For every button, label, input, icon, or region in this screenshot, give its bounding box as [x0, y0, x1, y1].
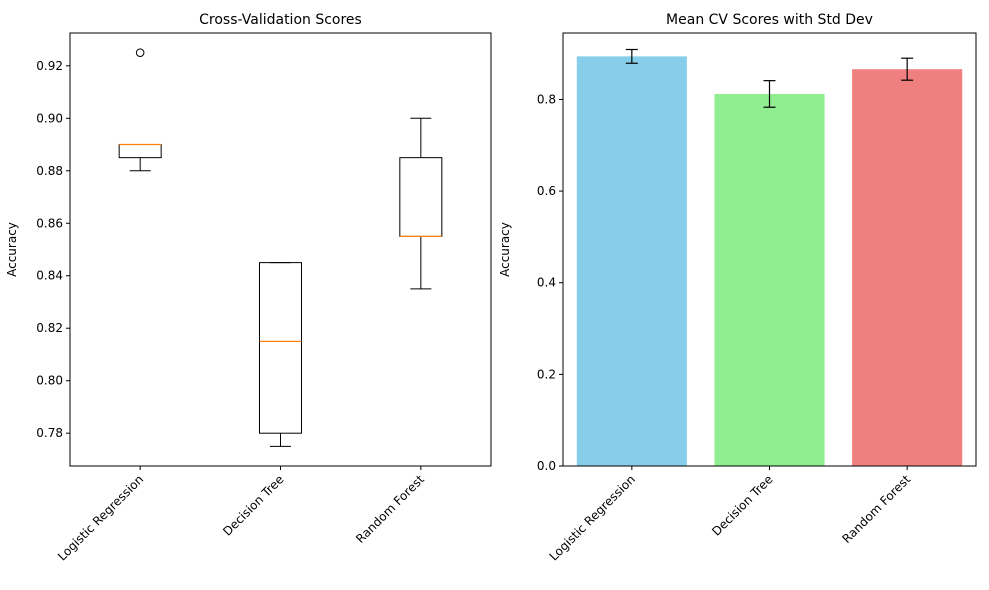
chart-title: Cross-Validation Scores [199, 12, 362, 28]
y-axis-label: Accuracy [5, 222, 19, 277]
box-group [399, 117, 443, 290]
y-tick-label: 0.8 [537, 92, 556, 106]
bar [852, 69, 963, 467]
y-tick-label: 0.90 [36, 111, 63, 125]
y-axis-label: Accuracy [498, 222, 512, 277]
y-tick-label: 0.4 [537, 276, 556, 290]
y-tick-label: 0.92 [36, 59, 63, 73]
y-tick-label: 0.80 [36, 374, 63, 388]
y-tick-label: 0.82 [36, 321, 63, 335]
chart-title: Mean CV Scores with Std Dev [666, 12, 873, 28]
y-tick-label: 0.6 [537, 184, 556, 198]
bar [576, 56, 687, 466]
y-tick-label: 0.86 [36, 216, 63, 230]
bar [714, 93, 825, 467]
y-tick-label: 0.78 [36, 426, 63, 440]
y-tick-label: 0.88 [36, 164, 63, 178]
box-group [118, 48, 162, 172]
box-iqr [259, 262, 302, 434]
outlier-point [135, 48, 145, 57]
y-tick-label: 0.84 [36, 269, 63, 283]
y-tick-label: 0.2 [537, 367, 556, 381]
bars [576, 48, 963, 467]
box-group [259, 262, 302, 447]
y-tick-label: 0.0 [537, 459, 556, 473]
